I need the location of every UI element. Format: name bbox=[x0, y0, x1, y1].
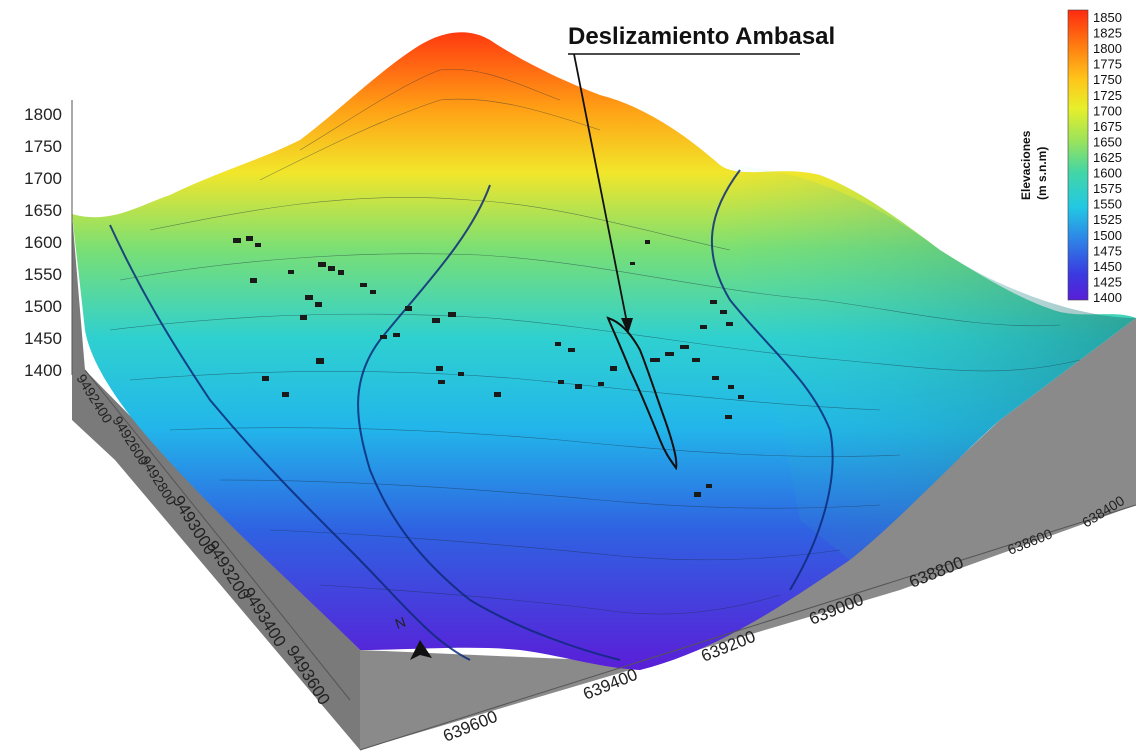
terrain-shading-right bbox=[720, 165, 1136, 560]
colorbar-label: 1525 bbox=[1093, 212, 1122, 227]
z-axis: 1800 1750 1700 1650 1600 1550 1500 1450 … bbox=[24, 100, 73, 380]
block-front-wall bbox=[360, 318, 1136, 750]
colorbar-label: 1850 bbox=[1093, 10, 1122, 25]
landslide-outline bbox=[606, 316, 678, 471]
colorbar-label: 1575 bbox=[1093, 181, 1122, 196]
z-axis-tick-label: 1600 bbox=[24, 233, 62, 252]
contour-lines bbox=[109, 68, 1081, 615]
annotation-title: Deslizamiento Ambasal bbox=[568, 23, 835, 50]
colorbar-label: 1700 bbox=[1093, 103, 1122, 118]
z-axis-tick-label: 1750 bbox=[24, 137, 62, 156]
colorbar-label: 1825 bbox=[1093, 26, 1122, 41]
colorbar-label: 1475 bbox=[1093, 243, 1122, 258]
colorbar-ramp bbox=[1067, 9, 1089, 301]
colorbar-label: 1725 bbox=[1093, 88, 1122, 103]
z-axis-tick-label: 1450 bbox=[24, 329, 62, 348]
colorbar-label: 1450 bbox=[1093, 259, 1122, 274]
colorbar-label: 1400 bbox=[1093, 290, 1122, 305]
z-axis-tick-label: 1650 bbox=[24, 201, 62, 220]
colorbar-label: 1600 bbox=[1093, 166, 1122, 181]
colorbar-label: 1675 bbox=[1093, 119, 1122, 134]
colorbar-title: Elevaciones bbox=[1019, 130, 1033, 200]
block-left-wall bbox=[72, 214, 360, 750]
z-axis-tick-label: 1800 bbox=[24, 105, 62, 124]
colorbar-label: 1650 bbox=[1093, 134, 1122, 149]
z-axis-tick-label: 1550 bbox=[24, 265, 62, 284]
drainage-channels bbox=[109, 169, 834, 661]
colorbar-label: 1775 bbox=[1093, 57, 1122, 72]
colorbar: Elevaciones (m s.n.m) 185018251800177517… bbox=[1019, 9, 1122, 305]
colorbar-label: 1750 bbox=[1093, 72, 1122, 87]
z-axis-tick-label: 1700 bbox=[24, 169, 62, 188]
annotation-arrowhead bbox=[621, 318, 633, 334]
buildings bbox=[233, 236, 744, 497]
colorbar-label: 1800 bbox=[1093, 41, 1122, 56]
z-axis-tick-label: 1400 bbox=[24, 361, 62, 380]
colorbar-unit: (m s.n.m) bbox=[1035, 147, 1049, 200]
colorbar-label: 1550 bbox=[1093, 197, 1122, 212]
annotation-leader bbox=[573, 53, 629, 329]
colorbar-label: 1500 bbox=[1093, 228, 1122, 243]
colorbar-label: 1425 bbox=[1093, 274, 1122, 289]
colorbar-label: 1625 bbox=[1093, 150, 1122, 165]
z-axis-tick-label: 1500 bbox=[24, 297, 62, 316]
